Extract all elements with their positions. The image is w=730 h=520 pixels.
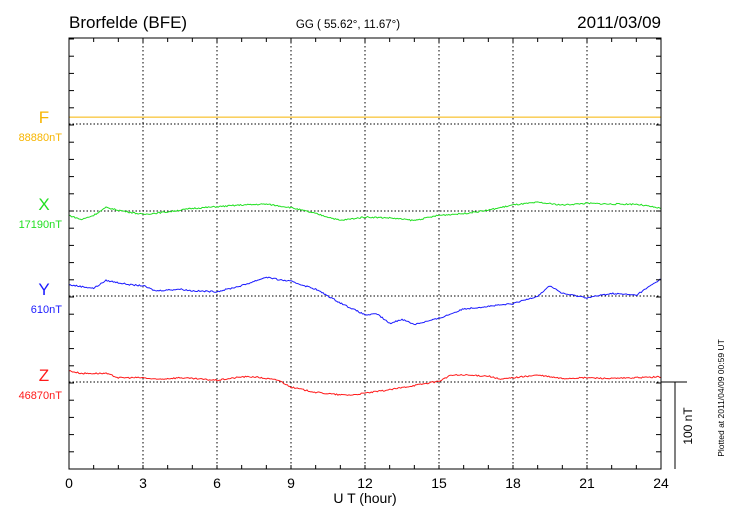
trace-x (68, 201, 662, 222)
baseline-label-z: 46870nT (19, 390, 63, 402)
x-tick-label: 15 (431, 475, 447, 491)
series-name-x: X (38, 195, 49, 214)
series-name-z: Z (39, 366, 49, 385)
trace-y (68, 276, 661, 326)
x-tick-label: 6 (213, 475, 221, 491)
x-tick-label: 12 (357, 475, 373, 491)
series-name-y: Y (38, 280, 49, 299)
x-axis-label: U T (hour) (333, 490, 396, 506)
x-tick-label: 0 (65, 475, 73, 491)
plotted-at-footer: Plotted at 2011/04/09 00:59 UT (716, 339, 726, 457)
chart-date: 2011/03/09 (577, 13, 661, 32)
trace-z (68, 370, 662, 396)
scale-bar-label: 100 nT (681, 407, 695, 445)
scale-bar: 100 nT (661, 381, 695, 469)
x-tick-label: 18 (505, 475, 521, 491)
ticks: 0 3 6 9 12 15 18 21 24 (65, 38, 669, 491)
baseline-label-x: 17190nT (19, 219, 63, 231)
x-tick-label: 21 (579, 475, 595, 491)
series-labels: F 88880nT X 17190nT Y 610nT Z 46870nT (19, 108, 63, 402)
series-name-f: F (39, 108, 49, 127)
chart-subtitle: GG ( 55.62°, 11.67°) (296, 19, 400, 31)
chart-title: Brorfelde (BFE) (69, 13, 187, 32)
grid (69, 38, 661, 469)
traces (68, 116, 662, 396)
baseline-label-y: 610nT (31, 304, 62, 316)
x-tick-label: 9 (287, 475, 295, 491)
baseline-label-f: 88880nT (19, 132, 63, 144)
x-tick-label: 24 (653, 475, 669, 491)
x-tick-label: 3 (139, 475, 147, 491)
